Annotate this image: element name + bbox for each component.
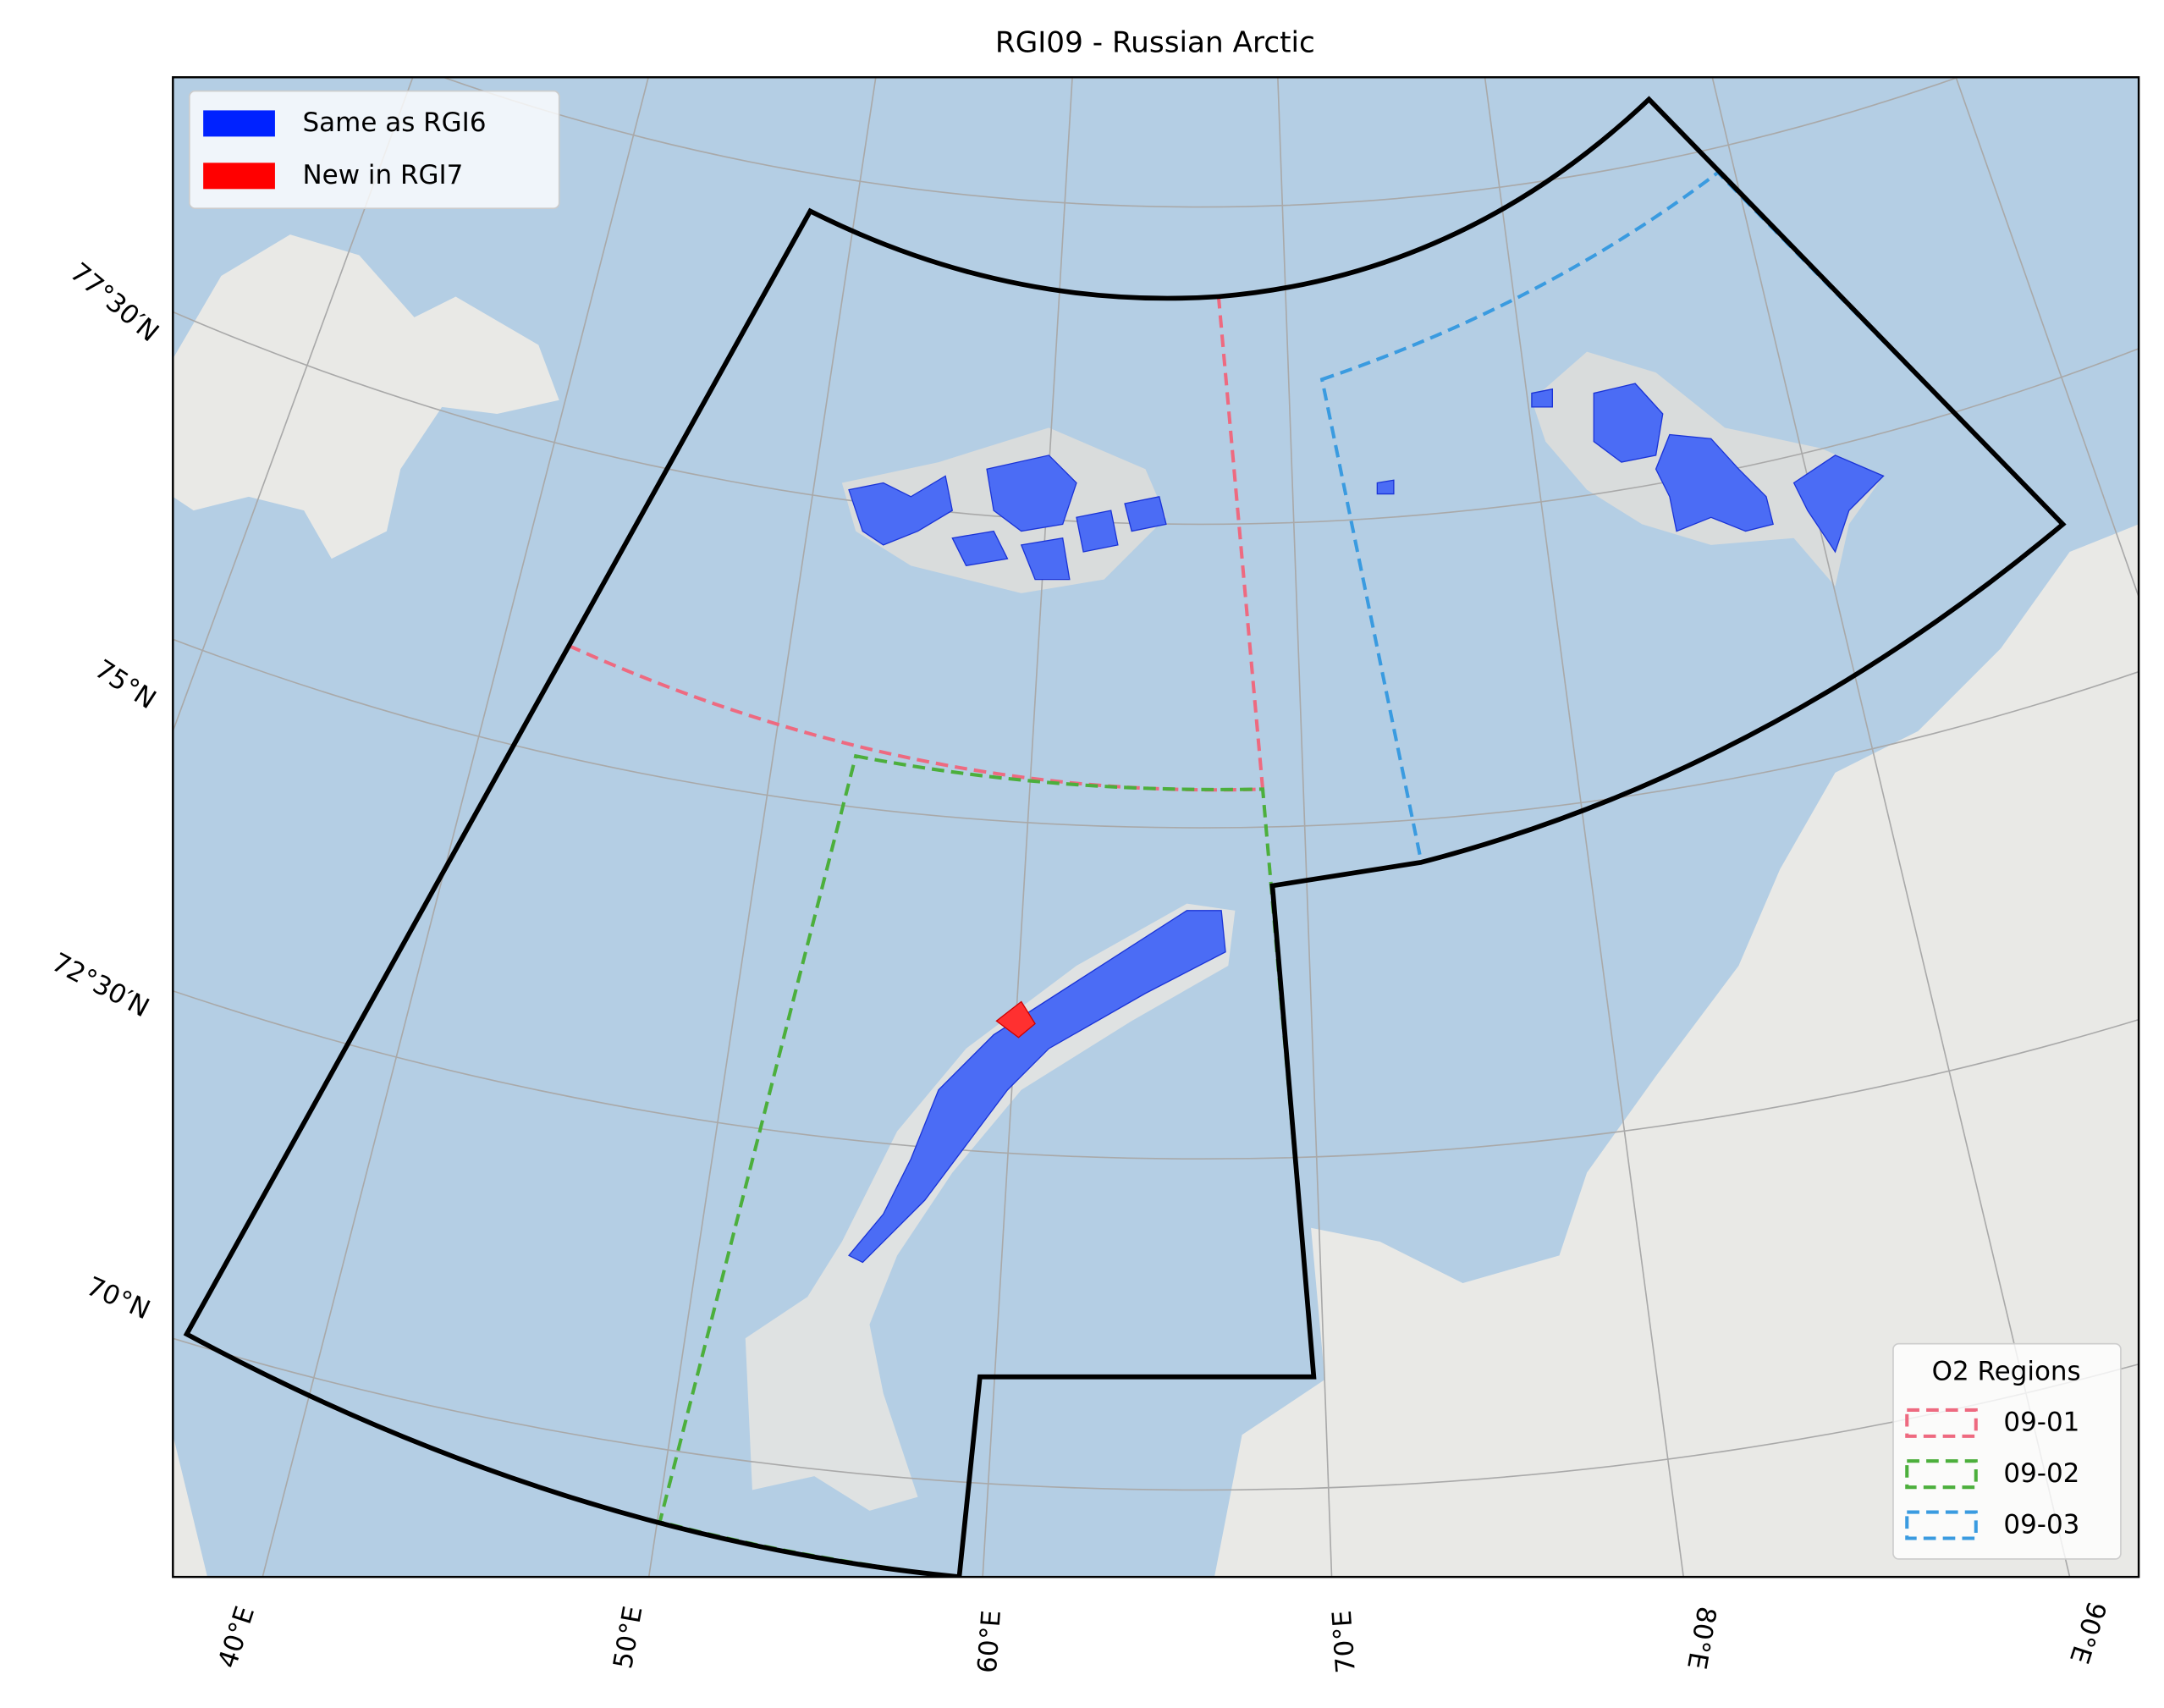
lon-label: 70°E xyxy=(1327,1609,1362,1674)
novaya-zemlya xyxy=(745,903,1236,1511)
glaciers-rgi7 xyxy=(995,1000,1036,1039)
lat-labels: 77°30′N 75°N 72°30′N 70°N xyxy=(47,257,164,1326)
legend-label: Same as RGI6 xyxy=(303,107,487,138)
glaciers-rgi6 xyxy=(847,383,1885,1264)
map-title: RGI09 - Russian Arctic xyxy=(995,26,1315,60)
kola xyxy=(173,1435,208,1578)
lon-label: 40°E xyxy=(212,1602,261,1672)
lat-label: 77°30′N xyxy=(64,257,165,349)
legend-swatch xyxy=(203,110,275,137)
mainland xyxy=(1214,524,2139,1578)
legend-title: O2 Regions xyxy=(1932,1356,2081,1386)
legend-label: 09-03 xyxy=(2003,1509,2079,1540)
regions-legend: O2 Regions 09-01 09-02 09-03 xyxy=(1892,1342,2122,1560)
legend-swatch xyxy=(1905,1459,1978,1490)
legend-swatch xyxy=(203,163,275,190)
lon-label: 60°E xyxy=(972,1609,1007,1674)
legend-label: New in RGI7 xyxy=(303,160,464,190)
lat-label: 75°N xyxy=(90,654,162,716)
svalbard xyxy=(173,234,559,559)
map-frame xyxy=(172,76,2140,1579)
legend-box xyxy=(189,90,560,209)
graticule xyxy=(173,77,2139,1578)
lon-label: 50°E xyxy=(608,1604,648,1672)
lon-label: 90°E xyxy=(2063,1598,2112,1667)
rgi09-boundary xyxy=(183,96,2067,1578)
legend-swatch xyxy=(1905,1510,1978,1540)
lat-label: 72°30′N xyxy=(47,947,154,1023)
lat-label: 70°N xyxy=(82,1271,155,1326)
map-area xyxy=(173,77,2139,1578)
glacier-legend: Same as RGI6 New in RGI7 xyxy=(189,90,560,209)
lon-labels: 40°E 50°E 60°E 70°E 80°E 90°E xyxy=(212,1598,2112,1674)
legend-box xyxy=(1892,1342,2122,1560)
legend-label: 09-02 xyxy=(2003,1458,2079,1489)
legend-label: 09-01 xyxy=(2003,1408,2079,1438)
lon-label: 80°E xyxy=(1681,1604,1721,1672)
legend-swatch xyxy=(1905,1408,1978,1438)
